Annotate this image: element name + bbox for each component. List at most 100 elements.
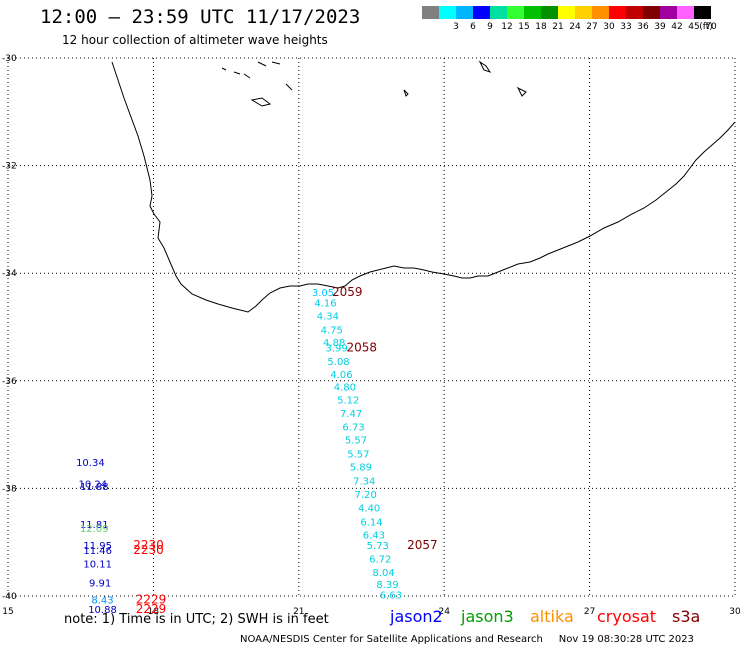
coastline <box>221 61 293 91</box>
swh-value: 11.88 <box>80 482 109 493</box>
color-swatch <box>456 6 473 19</box>
swh-value: 10.24 <box>78 479 107 490</box>
swh-value: 7.34 <box>353 477 375 488</box>
swh-value: 6.14 <box>360 518 382 529</box>
lat-tick-label: -36 <box>2 377 17 387</box>
coastline <box>250 97 272 107</box>
color-scale-bar <box>422 6 711 19</box>
color-scale-tick: 42 <box>671 22 683 32</box>
color-swatch <box>490 6 507 19</box>
color-scale-tick: 30 <box>603 22 615 32</box>
color-swatch <box>575 6 592 19</box>
color-scale-tick: 6 <box>470 22 476 32</box>
color-swatch <box>677 6 694 19</box>
coastline <box>403 89 409 97</box>
swh-value: 8.04 <box>372 568 394 579</box>
swh-value: 5.57 <box>347 450 369 461</box>
pass-number: 2230 <box>133 538 164 552</box>
color-swatch <box>422 6 439 19</box>
lon-tick-label: 18 <box>148 607 160 617</box>
color-swatch <box>643 6 660 19</box>
lon-tick-label: 15 <box>2 607 13 617</box>
color-swatch <box>524 6 541 19</box>
credit-line: NOAA/NESDIS Center for Satellite Applica… <box>240 634 694 645</box>
swh-value: 12.09 <box>80 524 109 535</box>
swh-value: 6.72 <box>369 555 391 566</box>
color-swatch <box>507 6 524 19</box>
satellite-legend-item: s3a <box>672 607 701 626</box>
lon-tick-label: 27 <box>584 607 595 617</box>
swh-value: 10.88 <box>88 605 117 616</box>
swh-value: 5.73 <box>367 541 389 552</box>
pass-number: 2057 <box>407 538 438 552</box>
color-scale-tick: 24 <box>569 22 581 32</box>
swh-value: 6.43 <box>363 530 385 541</box>
swh-value: 11.81 <box>80 520 109 531</box>
swh-value: 4.06 <box>330 370 352 381</box>
coastline <box>478 60 492 73</box>
page-subtitle: 12 hour collection of altimeter wave hei… <box>62 33 328 47</box>
swh-value: 4.34 <box>317 311 339 322</box>
color-scale-tick: 70 <box>705 22 717 32</box>
swh-value: 7.20 <box>355 490 377 501</box>
lat-tick-label: -34 <box>2 269 17 279</box>
swh-value: 5.89 <box>350 463 372 474</box>
color-swatch <box>660 6 677 19</box>
swh-value: 4.75 <box>321 325 343 336</box>
swh-value: 8.39 <box>376 580 398 591</box>
color-swatch <box>609 6 626 19</box>
lat-tick-label: -40 <box>2 592 17 602</box>
swh-value: 6.63 <box>380 591 402 602</box>
swh-value: 4.16 <box>314 299 336 310</box>
swh-value: 4.40 <box>358 504 380 515</box>
swh-value: 6.73 <box>342 422 364 433</box>
swh-value: 10.34 <box>76 458 105 469</box>
color-scale-tick: 39 <box>654 22 666 32</box>
color-scale-tick: 15 <box>518 22 530 32</box>
coastline <box>111 61 736 313</box>
pass-number: 2229 <box>136 602 167 616</box>
swh-value: 3.05 <box>312 288 334 299</box>
color-swatch <box>694 6 711 19</box>
lon-tick-label: 30 <box>729 607 740 617</box>
swh-value: 10.11 <box>83 559 112 570</box>
color-scale-tick: 9 <box>487 22 493 32</box>
satellite-legend-item: jason3 <box>461 607 514 626</box>
lon-tick-label: 21 <box>293 607 304 617</box>
footer-note: note: 1) Time is in UTC; 2) SWH is in fe… <box>64 612 329 627</box>
color-swatch <box>541 6 558 19</box>
pass-number: 2229 <box>136 593 167 607</box>
swh-value: 9.91 <box>89 578 111 589</box>
lon-tick-label: 24 <box>438 607 450 617</box>
swh-value: 8.43 <box>91 596 113 607</box>
color-swatch <box>473 6 490 19</box>
swh-points: 3.054.164.34 4.75 4.883.99 5.08 4.064.80 5.12… <box>76 288 402 616</box>
lat-tick-label: -30 <box>2 54 17 64</box>
satellite-legend-item: altika <box>530 607 574 626</box>
color-scale-tick: 3 <box>453 22 459 32</box>
credit-text: NOAA/NESDIS Center for Satellite Applica… <box>240 634 543 645</box>
color-scale-tick: 45 <box>688 22 700 32</box>
lat-tick-label: -38 <box>2 484 17 494</box>
color-scale-tick: 12 <box>501 22 513 32</box>
swh-value: 5.12 <box>337 395 359 406</box>
color-scale-tick: 21 <box>552 22 564 32</box>
color-scale-unit: (ft) <box>699 22 713 32</box>
pass-number: 2058 <box>347 341 378 355</box>
satellite-legend-item: cryosat <box>597 607 657 626</box>
color-scale-tick: 33 <box>620 22 632 32</box>
color-swatch <box>626 6 643 19</box>
swh-value: 5.57 <box>345 436 367 447</box>
pass-number: 2230 <box>133 543 164 557</box>
swh-value: 7.47 <box>340 409 362 420</box>
satellite-legend-item: jason2 <box>390 607 443 626</box>
color-scale-tick: 18 <box>535 22 547 32</box>
coastline <box>516 86 527 97</box>
color-swatch <box>592 6 609 19</box>
color-swatch <box>558 6 575 19</box>
swh-value: 4.80 <box>334 382 356 393</box>
page-title: 12:00 – 23:59 UTC 11/17/2023 <box>40 6 361 28</box>
grid-lines <box>7 57 736 597</box>
